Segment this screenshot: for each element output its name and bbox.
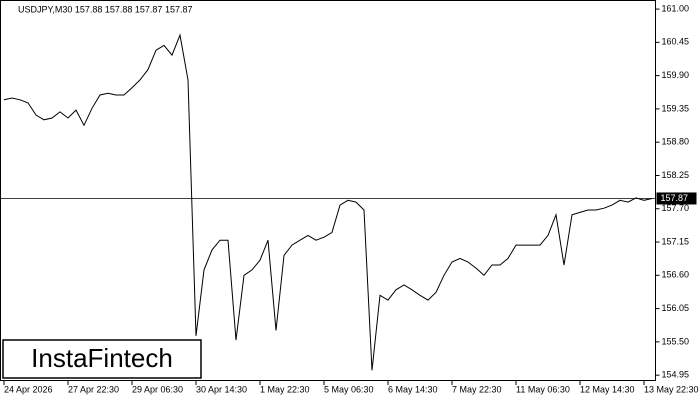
- chart-title: USDJPY,M30 157.88 157.88 157.87 157.87: [18, 4, 192, 14]
- x-tick-label: 29 Apr 06:30: [132, 384, 183, 394]
- price-line: [3, 33, 653, 371]
- plot-frame: [0, 0, 656, 381]
- watermark: InstaFintech: [31, 343, 173, 373]
- x-tick-label: 7 May 22:30: [452, 384, 502, 394]
- last-price-box: [656, 192, 697, 205]
- last-price-label: 157.87: [661, 193, 689, 203]
- x-tick-label: 5 May 06:30: [324, 384, 374, 394]
- y-tick-label: 157.15: [662, 236, 690, 246]
- y-tick-label: 160.45: [662, 37, 690, 47]
- y-tick-label: 159.90: [662, 70, 690, 80]
- y-tick-label: 159.35: [662, 103, 690, 113]
- y-tick-label: 155.50: [662, 336, 690, 346]
- x-tick-label: 6 May 14:30: [388, 384, 438, 394]
- y-tick-label: 161.00: [662, 3, 690, 13]
- x-tick-label: 11 May 06:30: [516, 384, 570, 394]
- y-tick-label: 156.05: [662, 303, 690, 313]
- x-tick-label: 27 Apr 22:30: [68, 384, 119, 394]
- y-tick-label: 154.95: [662, 370, 690, 380]
- y-tick-label: 157.70: [662, 203, 690, 213]
- y-tick-label: 158.25: [662, 170, 690, 180]
- x-tick-label: 12 May 14:30: [580, 384, 635, 394]
- x-tick-label: 1 May 22:30: [260, 384, 310, 394]
- y-tick-label: 156.60: [662, 270, 690, 280]
- x-tick-label: 13 May 22:30: [644, 384, 699, 394]
- y-tick-label: 158.80: [662, 137, 690, 147]
- x-tick-label: 30 Apr 14:30: [196, 384, 247, 394]
- x-tick-label: 24 Apr 2026: [4, 384, 53, 394]
- watermark-box: [2, 339, 202, 379]
